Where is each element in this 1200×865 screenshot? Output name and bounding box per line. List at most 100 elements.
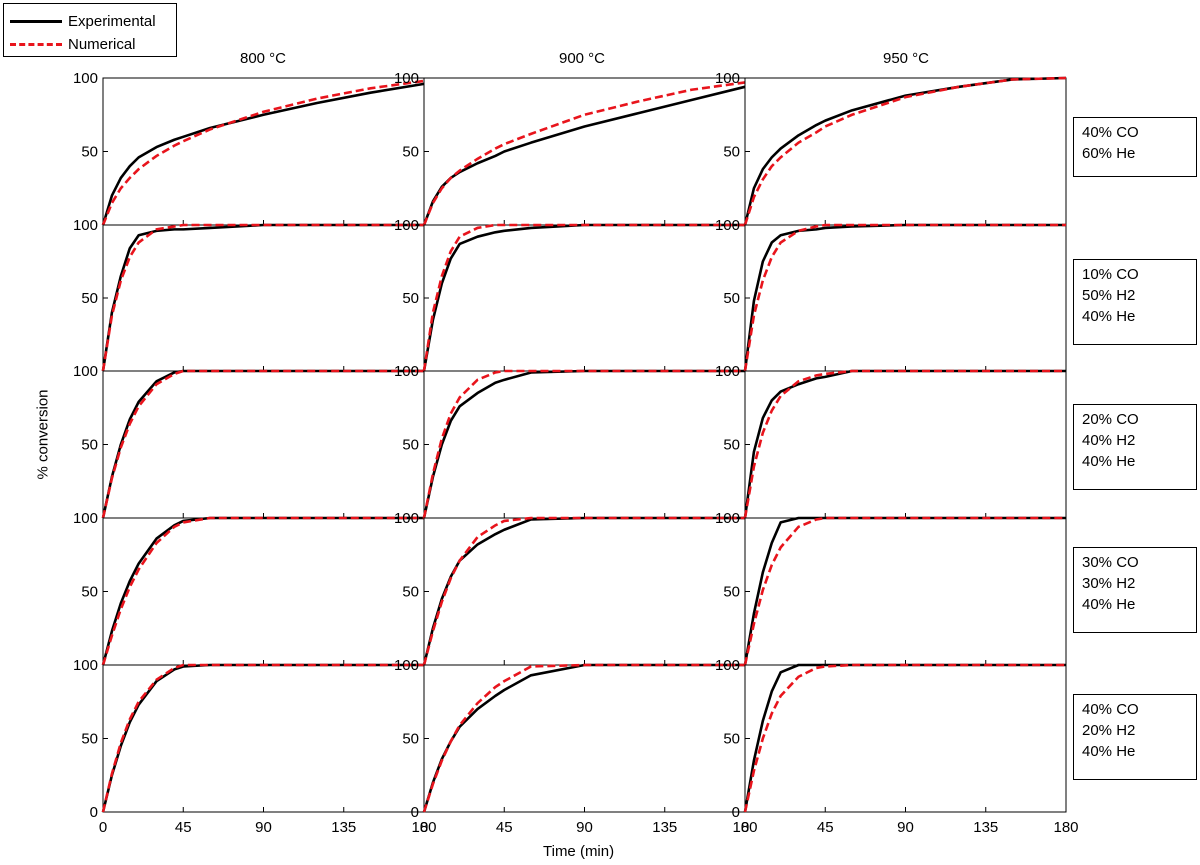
- panel-frame-r2-c2: [423, 224, 746, 372]
- panel-frame-r4-c3: [744, 517, 1067, 666]
- y-tick-label: 50: [402, 290, 419, 307]
- x-tick-label: 180: [732, 819, 757, 836]
- column-title-900: 900 °C: [558, 50, 606, 67]
- column-title-950: 950 °C: [882, 50, 930, 67]
- panel-frame-r2-c1: [102, 224, 425, 372]
- y-tick-label: 100: [715, 70, 740, 87]
- y-tick-label: 100: [394, 510, 419, 527]
- y-tick-label: 50: [723, 584, 740, 601]
- y-tick-label: 0: [90, 804, 98, 821]
- y-tick-label: 100: [715, 510, 740, 527]
- y-tick-label: 100: [394, 657, 419, 674]
- y-tick-label: 100: [394, 217, 419, 234]
- condition-box-row-2: 10% CO 50% H2 40% He: [1073, 259, 1197, 345]
- y-tick-label: 50: [402, 731, 419, 748]
- numerical-line-r5-c1: [101, 663, 424, 813]
- condition-box-row-1: 40% CO 60% He: [1073, 117, 1197, 177]
- numerical-line-r5-c3: [743, 663, 1066, 813]
- x-tick-label: 0: [741, 819, 749, 836]
- x-tick-label: 90: [255, 819, 272, 836]
- condition-line: 40% He: [1082, 308, 1136, 325]
- experimental-line-r4-c3: [743, 516, 1066, 666]
- legend-entry-experimental: Experimental: [10, 11, 156, 31]
- y-tick-label: 100: [715, 657, 740, 674]
- condition-line: 20% CO: [1082, 411, 1139, 428]
- y-tick-label: 50: [723, 144, 740, 161]
- legend: Experimental Numerical: [3, 3, 177, 57]
- condition-line: 40% CO: [1082, 124, 1139, 141]
- y-tick-label: 100: [394, 363, 419, 380]
- experimental-line-r3-c3: [743, 369, 1066, 519]
- condition-line: 30% H2: [1082, 575, 1136, 592]
- x-tick-label: 45: [817, 819, 834, 836]
- numerical-line-r3-c2: [422, 369, 745, 519]
- y-tick-label: 50: [723, 731, 740, 748]
- x-tick-label: 45: [175, 819, 192, 836]
- legend-label-numerical: Numerical: [68, 35, 136, 53]
- condition-line: 30% CO: [1082, 554, 1139, 571]
- experimental-line-r1-c2: [422, 85, 746, 226]
- numerical-line-r2-c2: [422, 223, 745, 372]
- numerical-line-r4-c3: [743, 516, 1066, 666]
- condition-line: 40% He: [1082, 743, 1136, 760]
- experimental-line-r4-c1: [101, 516, 424, 666]
- condition-line: 40% He: [1082, 596, 1136, 613]
- y-tick-label: 100: [73, 217, 98, 234]
- y-tick-label: 50: [402, 437, 419, 454]
- y-tick-label: 50: [723, 437, 740, 454]
- panel-frame-r5-c3: [744, 664, 1067, 813]
- numerical-line-r2-c3: [743, 223, 1066, 372]
- panel-frame-r4-c2: [423, 517, 746, 666]
- experimental-line-r5-c2: [422, 663, 745, 813]
- legend-swatch-numerical: [10, 42, 62, 46]
- panel-frame-r2-c3: [744, 224, 1067, 372]
- experimental-line-r3-c2: [422, 369, 745, 519]
- x-tick-label: 180: [411, 819, 436, 836]
- x-tick-label: 135: [652, 819, 677, 836]
- experimental-line-r1-c3: [743, 76, 1067, 226]
- y-tick-label: 0: [732, 804, 740, 821]
- x-tick-label: 0: [99, 819, 107, 836]
- y-tick-label: 100: [73, 70, 98, 87]
- experimental-line-r2-c2: [422, 223, 745, 372]
- x-tick-label: 135: [331, 819, 356, 836]
- x-axis-title: Time (min): [543, 843, 615, 860]
- condition-line: 60% He: [1082, 145, 1136, 162]
- experimental-line-r1-c1: [101, 82, 425, 226]
- y-tick-label: 50: [81, 437, 98, 454]
- y-axis-title: % conversion: [34, 389, 52, 480]
- condition-line: 40% He: [1082, 453, 1136, 470]
- condition-line: 10% CO: [1082, 266, 1139, 283]
- x-tick-label: 90: [897, 819, 914, 836]
- panel-frame-r4-c1: [102, 517, 425, 666]
- x-tick-label: 90: [576, 819, 593, 836]
- condition-line: 20% H2: [1082, 722, 1136, 739]
- y-tick-label: 100: [73, 657, 98, 674]
- numerical-line-r1-c3: [743, 76, 1067, 226]
- numerical-line-r2-c1: [101, 223, 424, 372]
- y-tick-label: 100: [394, 70, 419, 87]
- condition-box-row-4: 30% CO 30% H2 40% He: [1073, 547, 1197, 633]
- panel-frame-r3-c1: [102, 370, 425, 519]
- experimental-line-r5-c3: [743, 663, 1066, 813]
- y-tick-label: 50: [723, 290, 740, 307]
- legend-entry-numerical: Numerical: [10, 34, 136, 54]
- y-tick-label: 50: [81, 584, 98, 601]
- y-tick-label: 50: [81, 290, 98, 307]
- numerical-line-r1-c1: [101, 79, 425, 226]
- numerical-line-r3-c1: [101, 369, 424, 519]
- legend-swatch-experimental: [10, 19, 62, 23]
- y-tick-label: 50: [81, 731, 98, 748]
- legend-label-experimental: Experimental: [68, 12, 156, 30]
- y-tick-label: 0: [411, 804, 419, 821]
- x-tick-label: 180: [1053, 819, 1078, 836]
- condition-box-row-5: 40% CO 20% H2 40% He: [1073, 694, 1197, 780]
- condition-line: 50% H2: [1082, 287, 1136, 304]
- panel-frame-r3-c2: [423, 370, 746, 519]
- y-tick-label: 50: [402, 584, 419, 601]
- x-tick-label: 135: [973, 819, 998, 836]
- numerical-line-r1-c2: [422, 81, 746, 226]
- x-tick-label: 45: [496, 819, 513, 836]
- panel-frame-r3-c3: [744, 370, 1067, 519]
